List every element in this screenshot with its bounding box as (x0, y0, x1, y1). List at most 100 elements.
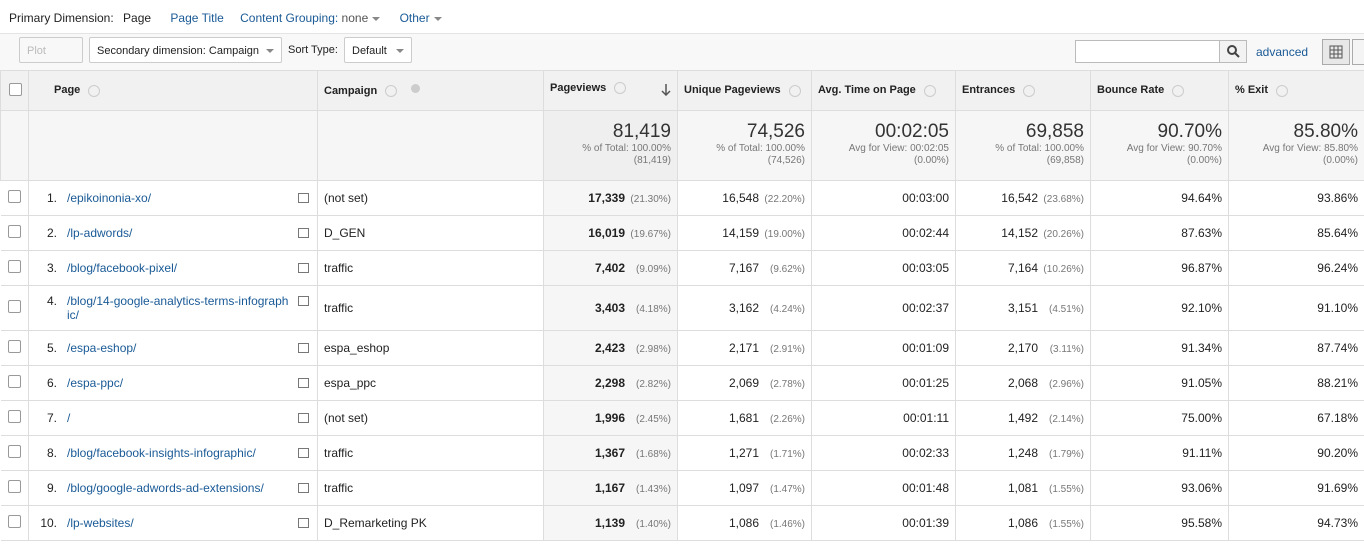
checkbox[interactable] (7, 480, 21, 493)
checkbox[interactable] (7, 300, 21, 313)
metric-cell: 1,367 (1.68%) (543, 435, 678, 471)
page-cell: 9. /blog/google-adwords-ad-extensions/ (28, 470, 318, 506)
page-link[interactable]: /blog/google-adwords-ad-extensions/ (67, 481, 264, 495)
open-page-icon[interactable] (298, 518, 309, 528)
totals-cell: 81,419% of Total: 100.00% (81,419) (543, 110, 678, 181)
remove-dimension-icon[interactable] (411, 83, 421, 93)
metric-value: 14,152 (1001, 226, 1038, 240)
metric-percent: (3.11%) (1049, 344, 1084, 355)
totals-sub: Avg for View: 85.80% (1262, 143, 1358, 154)
page-cell: 1. /epikoinonia-xo/ (28, 180, 318, 216)
advanced-link[interactable]: advanced (1256, 45, 1309, 59)
campaign-cell: traffic (317, 470, 544, 506)
search-input[interactable] (1075, 40, 1220, 63)
sort-select[interactable]: Default (344, 37, 412, 63)
metric-cell: 1,081 (1.55%) (955, 470, 1091, 506)
other-option[interactable]: Other (399, 11, 430, 25)
page-link[interactable]: /epikoinonia-xo/ (67, 191, 152, 205)
column-header[interactable]: Page (28, 70, 318, 111)
metric-cell: 3,162 (4.24%) (677, 285, 812, 331)
open-page-icon[interactable] (298, 413, 309, 423)
open-page-icon[interactable] (298, 193, 309, 203)
metric-cell: 16,019 (19.67%) (543, 215, 678, 251)
campaign-cell: traffic (317, 250, 544, 286)
data-row: 8. /blog/facebook-insights-infographic/tr… (0, 435, 1364, 471)
open-page-icon[interactable] (298, 378, 309, 388)
checkbox[interactable] (7, 515, 21, 528)
plot-rows-button[interactable]: Plot Rows (19, 37, 83, 83)
page-link[interactable]: /lp-websites/ (67, 516, 134, 530)
data-row: 1. /epikoinonia-xo/ (not set) 17,339 (21.30%… (0, 180, 1364, 216)
open-page-icon[interactable] (298, 228, 309, 238)
page-link[interactable]: /blog/14-google-analytics-terms-infograp… (67, 294, 289, 322)
page-cell: 2. /lp-adwords/ (28, 215, 318, 251)
page-link[interactable]: /blog/facebook-insights-infographic/ (67, 446, 256, 460)
row-index: 5. (46, 341, 57, 355)
metric-value: 00:02:37 (902, 301, 949, 315)
checkbox-cell (0, 330, 29, 366)
page-cell: 8. /blog/facebook-insights-infographic/ (28, 435, 318, 471)
page-title-option[interactable]: Page Title (170, 11, 224, 25)
metric-cell: 00:02:44 (811, 215, 956, 251)
metric-value: 91.10% (1317, 301, 1358, 315)
metric-percent: (2.96%) (1048, 379, 1084, 390)
help-icon (788, 84, 801, 97)
row-index: 8. (46, 446, 57, 460)
metric-percent: (19.67%) (630, 229, 671, 240)
metric-value: 00:01:39 (902, 516, 949, 530)
totals-sub: Avg for View: 90.70% (1126, 143, 1222, 154)
metric-cell: 00:01:48 (811, 470, 956, 506)
checkbox[interactable] (7, 445, 21, 458)
page-link[interactable]: /lp-adwords/ (67, 226, 133, 240)
secondary-dimension-select[interactable]: Secondary dimension: Campaign (89, 37, 282, 63)
search-button[interactable] (1219, 40, 1247, 63)
checkbox[interactable] (9, 82, 22, 96)
open-page-icon[interactable] (298, 296, 309, 306)
checkbox[interactable] (7, 410, 21, 423)
totals-sub: % of Total: 100.00% (716, 143, 805, 154)
totals-sub: (69,858) (1046, 155, 1084, 166)
column-header[interactable]: Campaign (317, 70, 544, 111)
column-header[interactable]: Bounce Rate (1090, 70, 1229, 111)
checkbox-cell (0, 285, 29, 331)
metric-percent: (1.46%) (769, 519, 805, 530)
column-header[interactable]: % Exit (1228, 70, 1364, 111)
open-page-icon[interactable] (298, 263, 309, 273)
checkbox[interactable] (7, 260, 21, 273)
totals-value: 81,419 (612, 121, 671, 142)
open-page-icon[interactable] (298, 343, 309, 353)
checkbox[interactable] (7, 375, 21, 388)
pie-view-button[interactable] (1352, 39, 1364, 65)
column-header[interactable]: Entrances (955, 70, 1091, 111)
help-icon (1276, 84, 1289, 97)
checkbox[interactable] (7, 340, 21, 353)
open-page-icon[interactable] (298, 448, 309, 458)
checkbox[interactable] (7, 225, 21, 238)
content-grouping-value[interactable]: none (341, 11, 369, 25)
metric-cell: 14,152 (20.26%) (955, 215, 1091, 251)
metric-cell: 16,542 (23.68%) (955, 180, 1091, 216)
content-grouping-label[interactable]: Content Grouping: (240, 11, 339, 25)
page-link[interactable]: /espa-eshop/ (67, 341, 137, 355)
row-index: 1. (46, 191, 57, 205)
open-page-icon[interactable] (298, 483, 309, 493)
page-link[interactable]: / (67, 411, 71, 425)
metric-cell: 00:01:39 (811, 505, 956, 541)
metric-cell: 1,086 (1.55%) (955, 505, 1091, 541)
metric-cell: 91.11% (1090, 435, 1229, 471)
checkbox[interactable] (7, 190, 21, 203)
column-header[interactable]: Unique Pageviews (677, 70, 812, 111)
table-view-button[interactable] (1322, 39, 1350, 65)
metric-cell: 88.21% (1228, 365, 1364, 401)
totals-cell: 85.80% Avg for View: 85.80% (0.00%) (1228, 110, 1364, 181)
column-header-text: Page (54, 84, 81, 97)
metric-percent: (2.98%) (635, 344, 671, 355)
page-link[interactable]: /espa-ppc/ (67, 376, 124, 390)
page-link[interactable]: /blog/facebook-pixel/ (67, 261, 178, 275)
metric-percent: (9.09%) (635, 264, 671, 275)
column-header[interactable]: Pageviews (543, 70, 678, 111)
column-header-text: Campaign (324, 84, 378, 97)
metric-cell: 14,159 (19.00%) (677, 215, 812, 251)
column-header[interactable]: Avg. Time on Page (811, 70, 956, 111)
metric-value: 87.74% (1317, 341, 1358, 355)
